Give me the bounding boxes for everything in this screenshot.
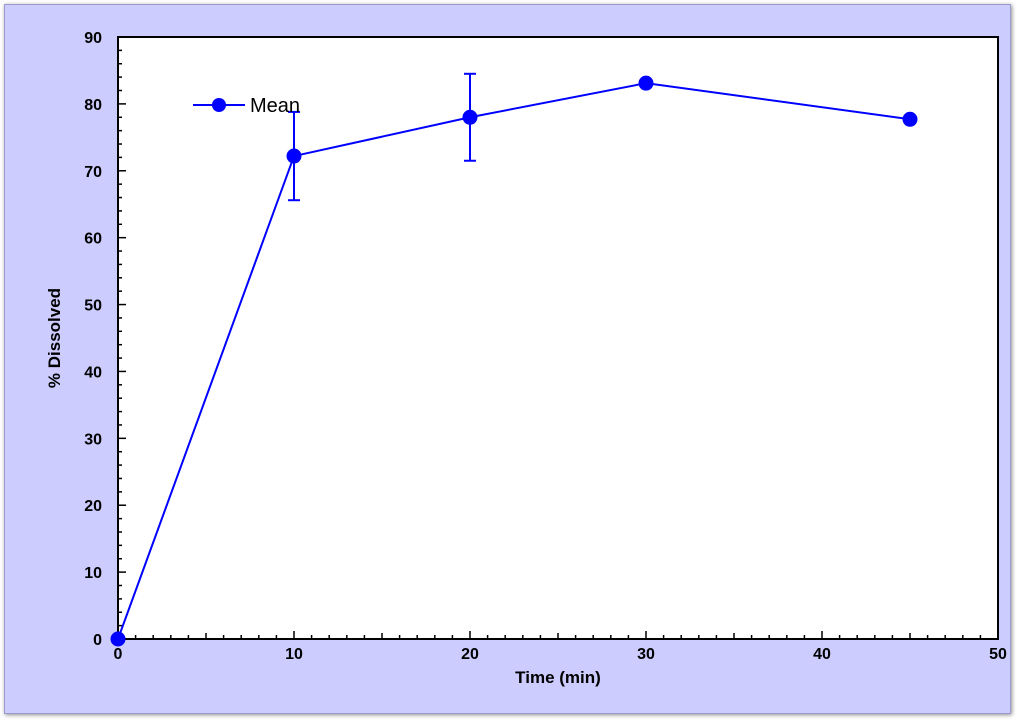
plot-area <box>117 36 999 640</box>
legend: Mean <box>193 95 300 117</box>
x-tick-label: 20 <box>461 646 479 663</box>
y-tick-label: 10 <box>84 565 102 582</box>
series-layer <box>110 72 918 647</box>
y-tick-label: 80 <box>84 97 102 114</box>
x-tick-label: 50 <box>989 646 1007 663</box>
y-tick-label: 40 <box>84 364 102 381</box>
x-axis-title: Time (min) <box>515 668 601 687</box>
y-tick-label: 60 <box>84 231 102 248</box>
chart-frame: 0 10 20 30 40 50 0 10 20 30 40 50 60 70 80 90 Time (mi… <box>4 4 1011 714</box>
y-tick-label: 90 <box>84 30 102 47</box>
data-point <box>110 631 126 647</box>
y-axis-title: % Dissolved <box>45 288 64 388</box>
data-point <box>462 109 478 125</box>
y-tick-label: 30 <box>84 431 102 448</box>
x-tick-label: 10 <box>285 646 303 663</box>
y-tick-label: 50 <box>84 298 102 315</box>
y-tick-label: 70 <box>84 164 102 181</box>
legend-label-mean: Mean <box>250 95 300 117</box>
data-point <box>902 111 918 127</box>
x-tick-label: 0 <box>114 646 123 663</box>
dissolution-chart: 0 10 20 30 40 50 0 10 20 30 40 50 60 70 80 90 Time (mi… <box>5 5 1010 713</box>
x-axis: 0 10 20 30 40 50 <box>114 631 1007 663</box>
x-tick-label: 30 <box>637 646 655 663</box>
y-tick-label: 20 <box>84 498 102 515</box>
x-tick-label: 40 <box>813 646 831 663</box>
data-point <box>638 75 654 91</box>
y-axis: 0 10 20 30 40 50 60 70 80 90 <box>84 30 126 649</box>
legend-marker <box>212 98 226 112</box>
y-tick-label: 0 <box>93 632 102 649</box>
data-point <box>286 148 302 164</box>
